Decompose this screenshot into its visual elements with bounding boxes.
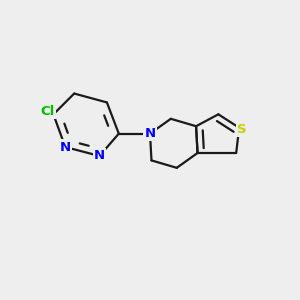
- Text: N: N: [60, 140, 71, 154]
- Text: N: N: [144, 127, 156, 140]
- Text: Cl: Cl: [40, 105, 55, 118]
- Text: N: N: [94, 149, 105, 162]
- Text: S: S: [237, 123, 247, 136]
